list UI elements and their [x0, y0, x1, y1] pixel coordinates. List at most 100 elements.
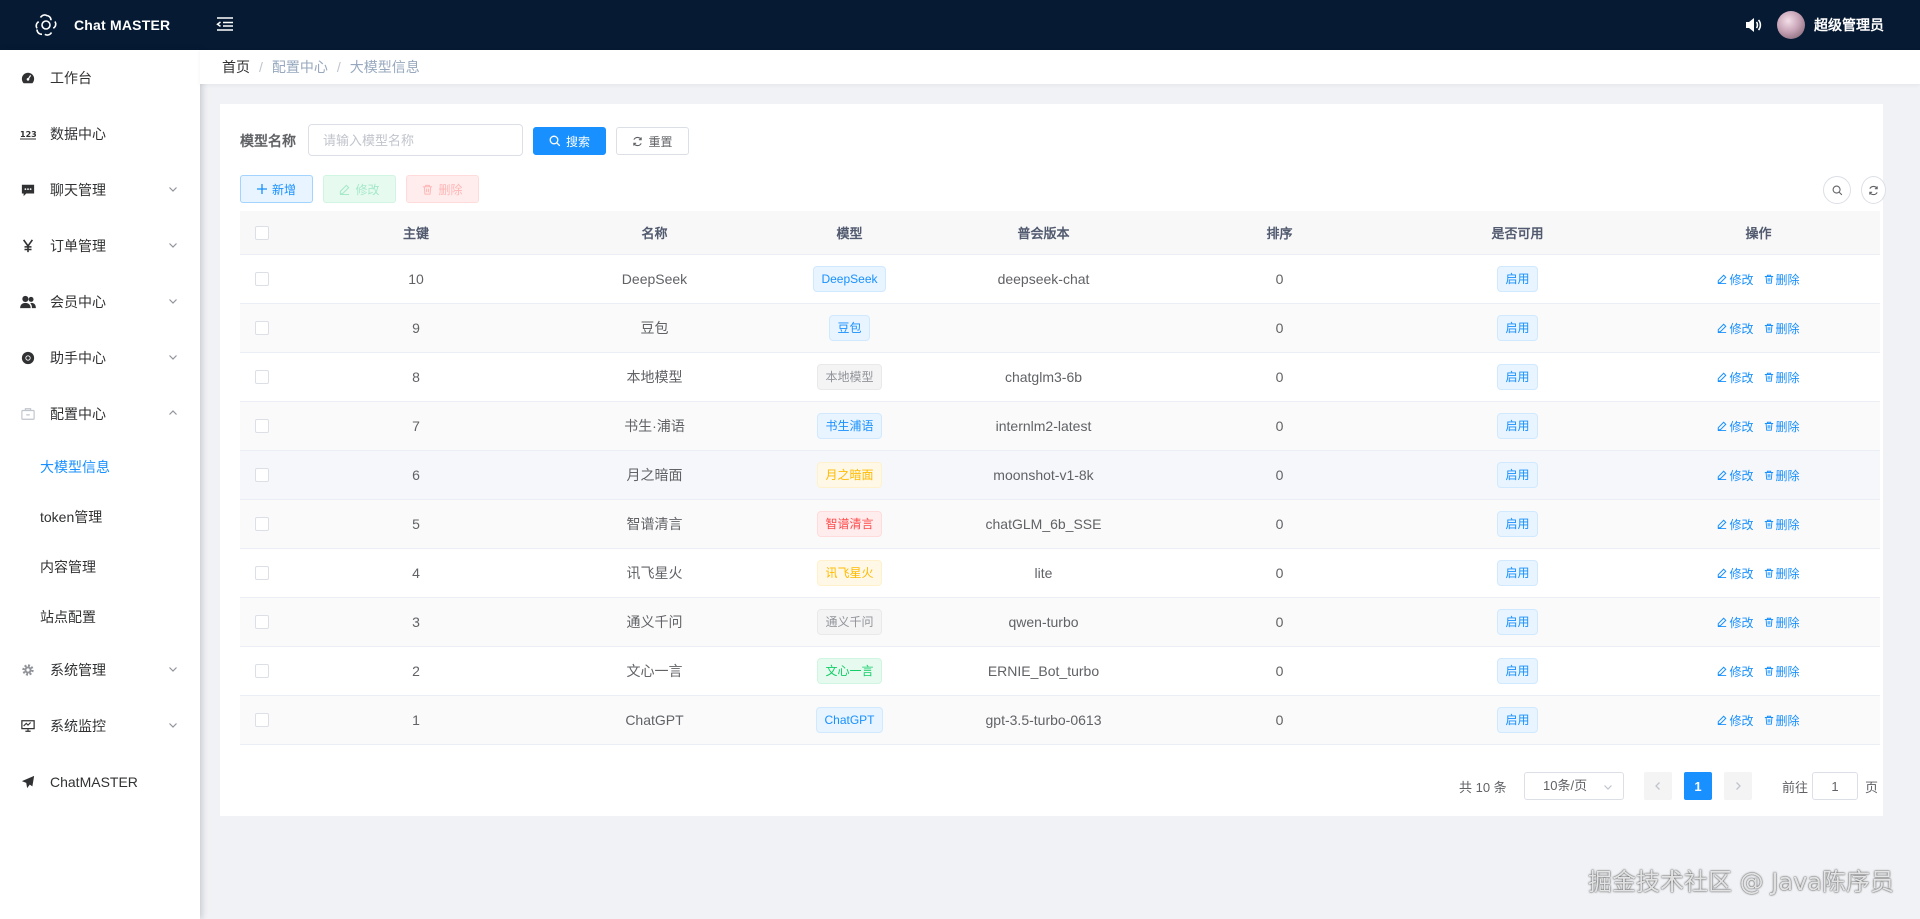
column-header-id: 主键 [402, 226, 429, 241]
row-checkbox[interactable] [255, 517, 269, 531]
hamburger-fold-icon[interactable] [215, 14, 235, 34]
user-avatar[interactable] [1777, 11, 1805, 39]
sidebar-item-order-management[interactable]: 订单管理 [0, 218, 200, 274]
row-delete-link[interactable]: 删除 [1764, 369, 1800, 386]
cell-model: DeepSeek [773, 266, 926, 292]
row-edit-link[interactable]: 修改 [1717, 320, 1754, 337]
row-delete-link[interactable]: 删除 [1764, 467, 1800, 484]
toggle-search-button[interactable] [1823, 176, 1851, 204]
sidebar-item-system-monitor[interactable]: 系统监控 [0, 698, 200, 754]
row-delete-label: 删除 [1775, 468, 1800, 483]
row-checkbox[interactable] [255, 370, 269, 384]
app-logo[interactable]: Chat MASTER [0, 0, 200, 50]
cell-version: deepseek-chat [997, 271, 1090, 287]
row-delete-link[interactable]: 删除 [1764, 516, 1800, 533]
row-checkbox[interactable] [255, 615, 269, 629]
edit-icon [1718, 519, 1727, 529]
table-row[interactable]: 6 月之暗面 月之暗面 moonshot-v1-8k 0 启用 修改 删除 [240, 451, 1880, 500]
speaker-icon[interactable] [1743, 15, 1763, 35]
row-checkbox[interactable] [255, 566, 269, 580]
table-row[interactable]: 10 DeepSeek DeepSeek deepseek-chat 0 启用 修改 删除 [240, 255, 1880, 304]
row-checkbox[interactable] [255, 468, 269, 482]
row-delete-link[interactable]: 删除 [1764, 614, 1800, 631]
table-row[interactable]: 5 智谱清言 智谱清言 chatGLM_6b_SSE 0 启用 修改 删除 [240, 500, 1880, 549]
delete-button[interactable]: 删除 [406, 175, 479, 203]
cell-id: 2 [412, 663, 420, 679]
row-delete-label: 删除 [1775, 566, 1800, 581]
row-delete-link[interactable]: 删除 [1764, 320, 1800, 337]
edit-button[interactable]: 修改 [323, 175, 396, 203]
sidebar-item-workbench[interactable]: 工作台 [0, 50, 200, 106]
row-checkbox[interactable] [255, 713, 269, 727]
row-delete-link[interactable]: 删除 [1764, 271, 1800, 288]
model-tag: 本地模型 [817, 364, 882, 390]
goto-prefix: 前往 [1782, 779, 1809, 795]
sidebar-subitem-content-management[interactable]: 内容管理 [40, 559, 96, 575]
sidebar-subitem-token-management[interactable]: token管理 [40, 509, 103, 525]
sidebar-item-member-center[interactable]: 会员中心 [0, 274, 200, 330]
row-checkbox[interactable] [255, 664, 269, 678]
row-delete-link[interactable]: 删除 [1764, 565, 1800, 582]
sidebar-item-system-management[interactable]: 系统管理 [0, 642, 200, 698]
edit-icon [1718, 323, 1727, 333]
page-number-current[interactable]: 1 [1684, 772, 1712, 800]
breadcrumb-home[interactable]: 首页 [222, 59, 250, 75]
search-button[interactable]: 搜索 [533, 127, 606, 155]
cell-actions: 修改 删除 [1637, 418, 1880, 435]
chevron-right-icon [1736, 782, 1741, 790]
cell-enabled: 启用 [1398, 658, 1637, 684]
sidebar-item-config-center[interactable]: 配置中心 [0, 386, 200, 442]
column-header-name: 名称 [641, 226, 668, 241]
row-checkbox[interactable] [255, 272, 269, 286]
row-checkbox[interactable] [255, 321, 269, 335]
select-all-checkbox[interactable] [255, 225, 269, 240]
cell-sort: 0 [1275, 271, 1284, 287]
row-delete-link[interactable]: 删除 [1764, 663, 1800, 680]
table-row[interactable]: 1 ChatGPT ChatGPT gpt-3.5-turbo-0613 0 启用 修改 删除 [240, 696, 1880, 745]
cell-name: 通义千问 [626, 614, 683, 630]
row-edit-link[interactable]: 修改 [1717, 516, 1754, 533]
sidebar-item-data-center[interactable]: 123 数据中心 [0, 106, 200, 162]
cell-sort: 0 [1275, 663, 1284, 679]
row-edit-link[interactable]: 修改 [1717, 614, 1754, 631]
row-edit-link[interactable]: 修改 [1717, 418, 1754, 435]
row-checkbox[interactable] [255, 419, 269, 433]
goto-page-input[interactable] [1812, 772, 1858, 800]
row-edit-link[interactable]: 修改 [1717, 369, 1754, 386]
page-size-select[interactable]: 10条/页 [1524, 772, 1624, 800]
model-name-search-input[interactable] [308, 124, 523, 156]
sidebar-item-assistant-center[interactable]: 助手中心 [0, 330, 200, 386]
svg-text:123: 123 [20, 130, 36, 139]
table-row[interactable]: 9 豆包 豆包 0 启用 修改 删除 [240, 304, 1880, 353]
row-delete-link[interactable]: 删除 [1764, 418, 1800, 435]
reset-button[interactable]: 重置 [616, 127, 689, 155]
cell-enabled: 启用 [1398, 511, 1637, 537]
table-row[interactable]: 3 通义千问 通义千问 qwen-turbo 0 启用 修改 删除 [240, 598, 1880, 647]
sidebar-item-chat-management[interactable]: 聊天管理 [0, 162, 200, 218]
sidebar-subitem-model-info[interactable]: 大模型信息 [40, 459, 110, 475]
trash-icon [1764, 666, 1773, 676]
table-row[interactable]: 4 讯飞星火 讯飞星火 lite 0 启用 修改 删除 [240, 549, 1880, 598]
row-edit-link[interactable]: 修改 [1717, 712, 1754, 729]
table-row[interactable]: 2 文心一言 文心一言 ERNIE_Bot_turbo 0 启用 修改 删除 [240, 647, 1880, 696]
sidebar-item-label: 聊天管理 [50, 182, 106, 198]
edit-icon [340, 184, 350, 195]
refresh-table-button[interactable] [1861, 176, 1886, 204]
table-row[interactable]: 7 书生·浦语 书生浦语 internlm2-latest 0 启用 修改 删除 [240, 402, 1880, 451]
row-edit-link[interactable]: 修改 [1717, 565, 1754, 582]
add-button[interactable]: 新增 [240, 175, 313, 203]
username[interactable]: 超级管理员 [1814, 17, 1884, 33]
table-row[interactable]: 8 本地模型 本地模型 chatglm3-6b 0 启用 修改 删除 [240, 353, 1880, 402]
row-edit-link[interactable]: 修改 [1717, 271, 1754, 288]
row-edit-link[interactable]: 修改 [1717, 663, 1754, 680]
row-edit-link[interactable]: 修改 [1717, 467, 1754, 484]
breadcrumb-current: 大模型信息 [349, 59, 420, 75]
next-page-button[interactable] [1724, 772, 1752, 800]
row-delete-link[interactable]: 删除 [1764, 712, 1800, 729]
prev-page-button[interactable] [1644, 772, 1672, 800]
page-size-value: 10条/页 [1543, 778, 1588, 793]
sidebar-item-chatmaster[interactable]: ChatMASTER [0, 754, 200, 810]
status-tag: 启用 [1497, 511, 1538, 537]
trash-icon [1764, 372, 1773, 382]
sidebar-subitem-site-config[interactable]: 站点配置 [40, 609, 96, 625]
